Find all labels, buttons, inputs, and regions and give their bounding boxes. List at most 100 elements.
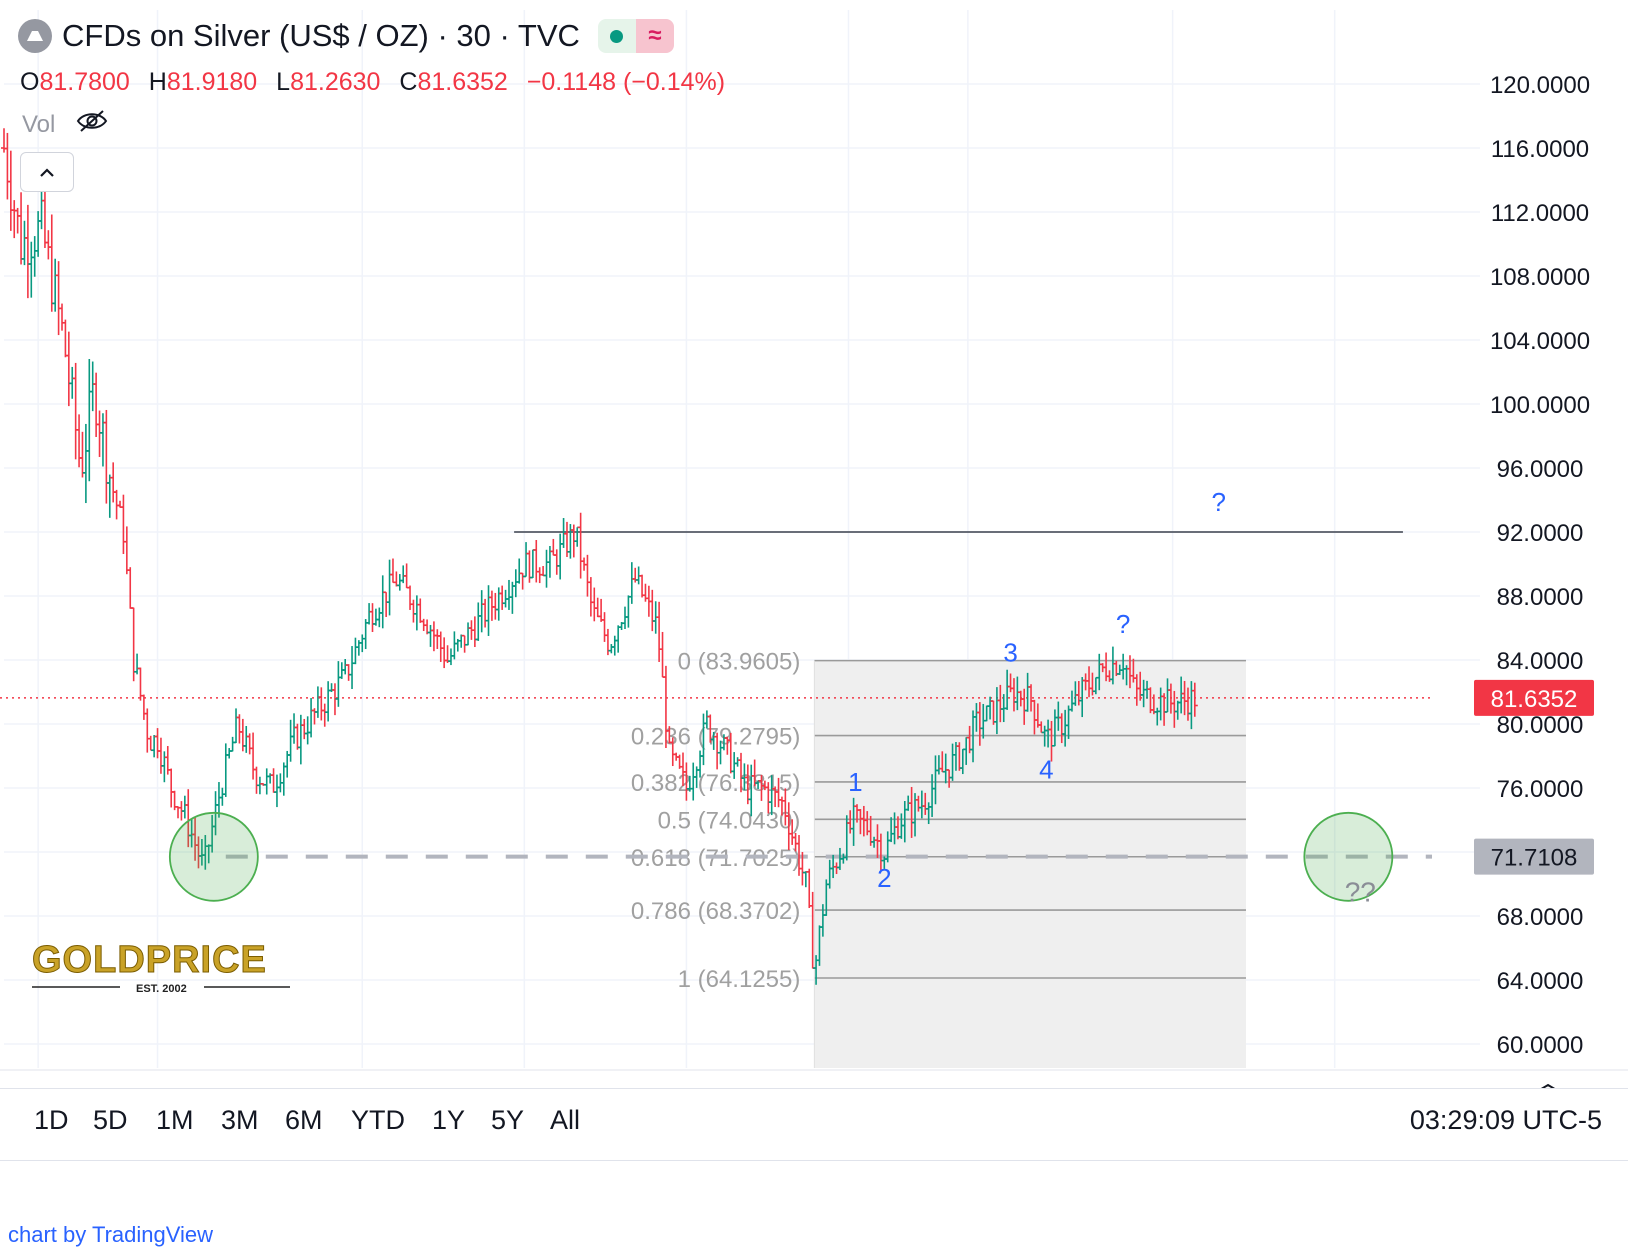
candle [297, 714, 304, 765]
eye-hidden-icon[interactable] [75, 108, 109, 141]
candle [69, 366, 76, 399]
candle [413, 595, 420, 631]
candle [256, 776, 263, 795]
candle [400, 565, 407, 584]
fib-level-label: 1 (64.1255) [678, 966, 801, 993]
candle [625, 595, 632, 628]
drawn-lines[interactable] [0, 531, 1432, 859]
candle [106, 474, 113, 518]
symbol-logo-icon [18, 19, 52, 53]
candle [311, 708, 318, 725]
price-tick-label: 68.0000 [1497, 904, 1584, 931]
range-ytd-button[interactable]: YTD [351, 1105, 405, 1135]
current-price-badge: 81.6352 [1474, 679, 1594, 716]
fib-retracement[interactable]: 0 (83.9605)0.236 (79.2795)0.382 (76.3815… [631, 649, 1246, 1068]
price-tick-label: 80.0000 [1497, 712, 1584, 739]
candle [253, 766, 260, 794]
price-tick-label: 104.0000 [1490, 328, 1590, 355]
fib-level-label: 0.5 (74.0430) [658, 807, 801, 834]
candle [41, 189, 48, 248]
wave-label: 1 [848, 767, 862, 797]
candle [379, 575, 386, 629]
price-tick-label: 96.0000 [1497, 456, 1584, 483]
candle [62, 319, 69, 358]
vol-label: Vol [22, 110, 56, 138]
symbol-title[interactable]: CFDs on Silver (US$ / OZ) · 30 · TVC [62, 18, 580, 53]
wave-label: 2 [877, 863, 891, 893]
candle [512, 569, 519, 598]
chart-area[interactable]: 0 (83.9605) 0.236 (79.2795) 0.382 (76.3815… [0, 0, 1628, 1210]
candle [48, 214, 55, 312]
candle [410, 599, 417, 623]
range-6m-button[interactable]: 6M [285, 1105, 323, 1135]
candle [342, 659, 349, 675]
candle [488, 590, 495, 621]
candle [591, 587, 598, 622]
support-price-badge-text: 71.7108 [1491, 845, 1578, 872]
price-axis[interactable]: 120.0000 116.0000 112.0000 108.0000 104.0000… [1474, 72, 1594, 1059]
candle [557, 533, 564, 580]
range-1d-button[interactable]: 1D [34, 1105, 69, 1135]
candle [134, 653, 141, 675]
candle [802, 871, 809, 888]
tradingview-attribution-link[interactable]: chart by TradingView [8, 1222, 214, 1247]
collapse-legend-button[interactable] [20, 152, 74, 192]
clock-timezone[interactable]: 03:29:09 UTC-5 [1409, 1105, 1602, 1135]
price-chart[interactable]: 0 (83.9605)0.236 (79.2795)0.382 (76.3815… [0, 0, 1628, 1113]
candle [76, 414, 83, 468]
low-value: 81.2630 [290, 68, 381, 96]
high-value: 81.9180 [166, 68, 258, 96]
candle [120, 494, 127, 555]
candle [65, 331, 72, 407]
candle [304, 716, 311, 745]
price-tick-label: 116.0000 [1491, 136, 1589, 163]
close-value: 81.6352 [417, 68, 508, 96]
candle [417, 598, 424, 623]
candle [451, 631, 458, 660]
candles [1, 128, 1198, 985]
wave-label: ? [1211, 487, 1225, 517]
price-tick-label: 64.0000 [1497, 968, 1584, 995]
candle [55, 261, 62, 336]
annotations[interactable]: 1 2 3 4???? [168, 487, 1394, 908]
price-tick-label: 100.0000 [1490, 392, 1590, 419]
highlight-circle [1303, 811, 1394, 902]
candle [314, 686, 321, 718]
candle [656, 601, 663, 662]
price-tick-label: 88.0000 [1497, 584, 1584, 611]
candle [621, 606, 628, 630]
range-1y-button[interactable]: 1Y [432, 1105, 466, 1135]
candle [659, 631, 666, 678]
candle [543, 549, 550, 588]
current-price-badge-bg [1474, 679, 1594, 716]
candle [447, 648, 454, 666]
range-all-button[interactable]: All [550, 1105, 581, 1135]
candle [45, 230, 52, 260]
data-delay-icon: ≈ [635, 19, 674, 53]
open-value: 81.7800 [39, 68, 130, 96]
candle [151, 734, 158, 758]
candle [294, 723, 301, 750]
range-3m-button[interactable]: 3M [221, 1105, 259, 1135]
fib-level-label: 0.786 (68.3702) [631, 898, 800, 925]
candle [345, 664, 352, 681]
candle [441, 637, 448, 669]
current-price-badge-text: 81.6352 [1491, 686, 1578, 713]
candle [52, 258, 59, 312]
range-5y-button[interactable]: 5Y [491, 1105, 525, 1135]
candle [287, 719, 294, 762]
candle [499, 585, 506, 610]
candle [427, 624, 434, 647]
range-5d-button[interactable]: 5D [93, 1105, 128, 1135]
market-status-pill[interactable]: ≈ [597, 19, 674, 53]
support-price-badge: 71.7108 [1474, 838, 1594, 875]
candle [273, 774, 280, 808]
volume-legend[interactable]: Vol [22, 108, 109, 141]
range-1m-button[interactable]: 1M [156, 1105, 194, 1135]
candle [24, 204, 31, 299]
candle [31, 236, 38, 277]
candle [82, 423, 89, 504]
ohlc-values: O81.7800 H81.9180 L81.2630 C81.6352 −0.1… [20, 68, 726, 96]
candle [236, 714, 243, 744]
candle [103, 409, 110, 504]
